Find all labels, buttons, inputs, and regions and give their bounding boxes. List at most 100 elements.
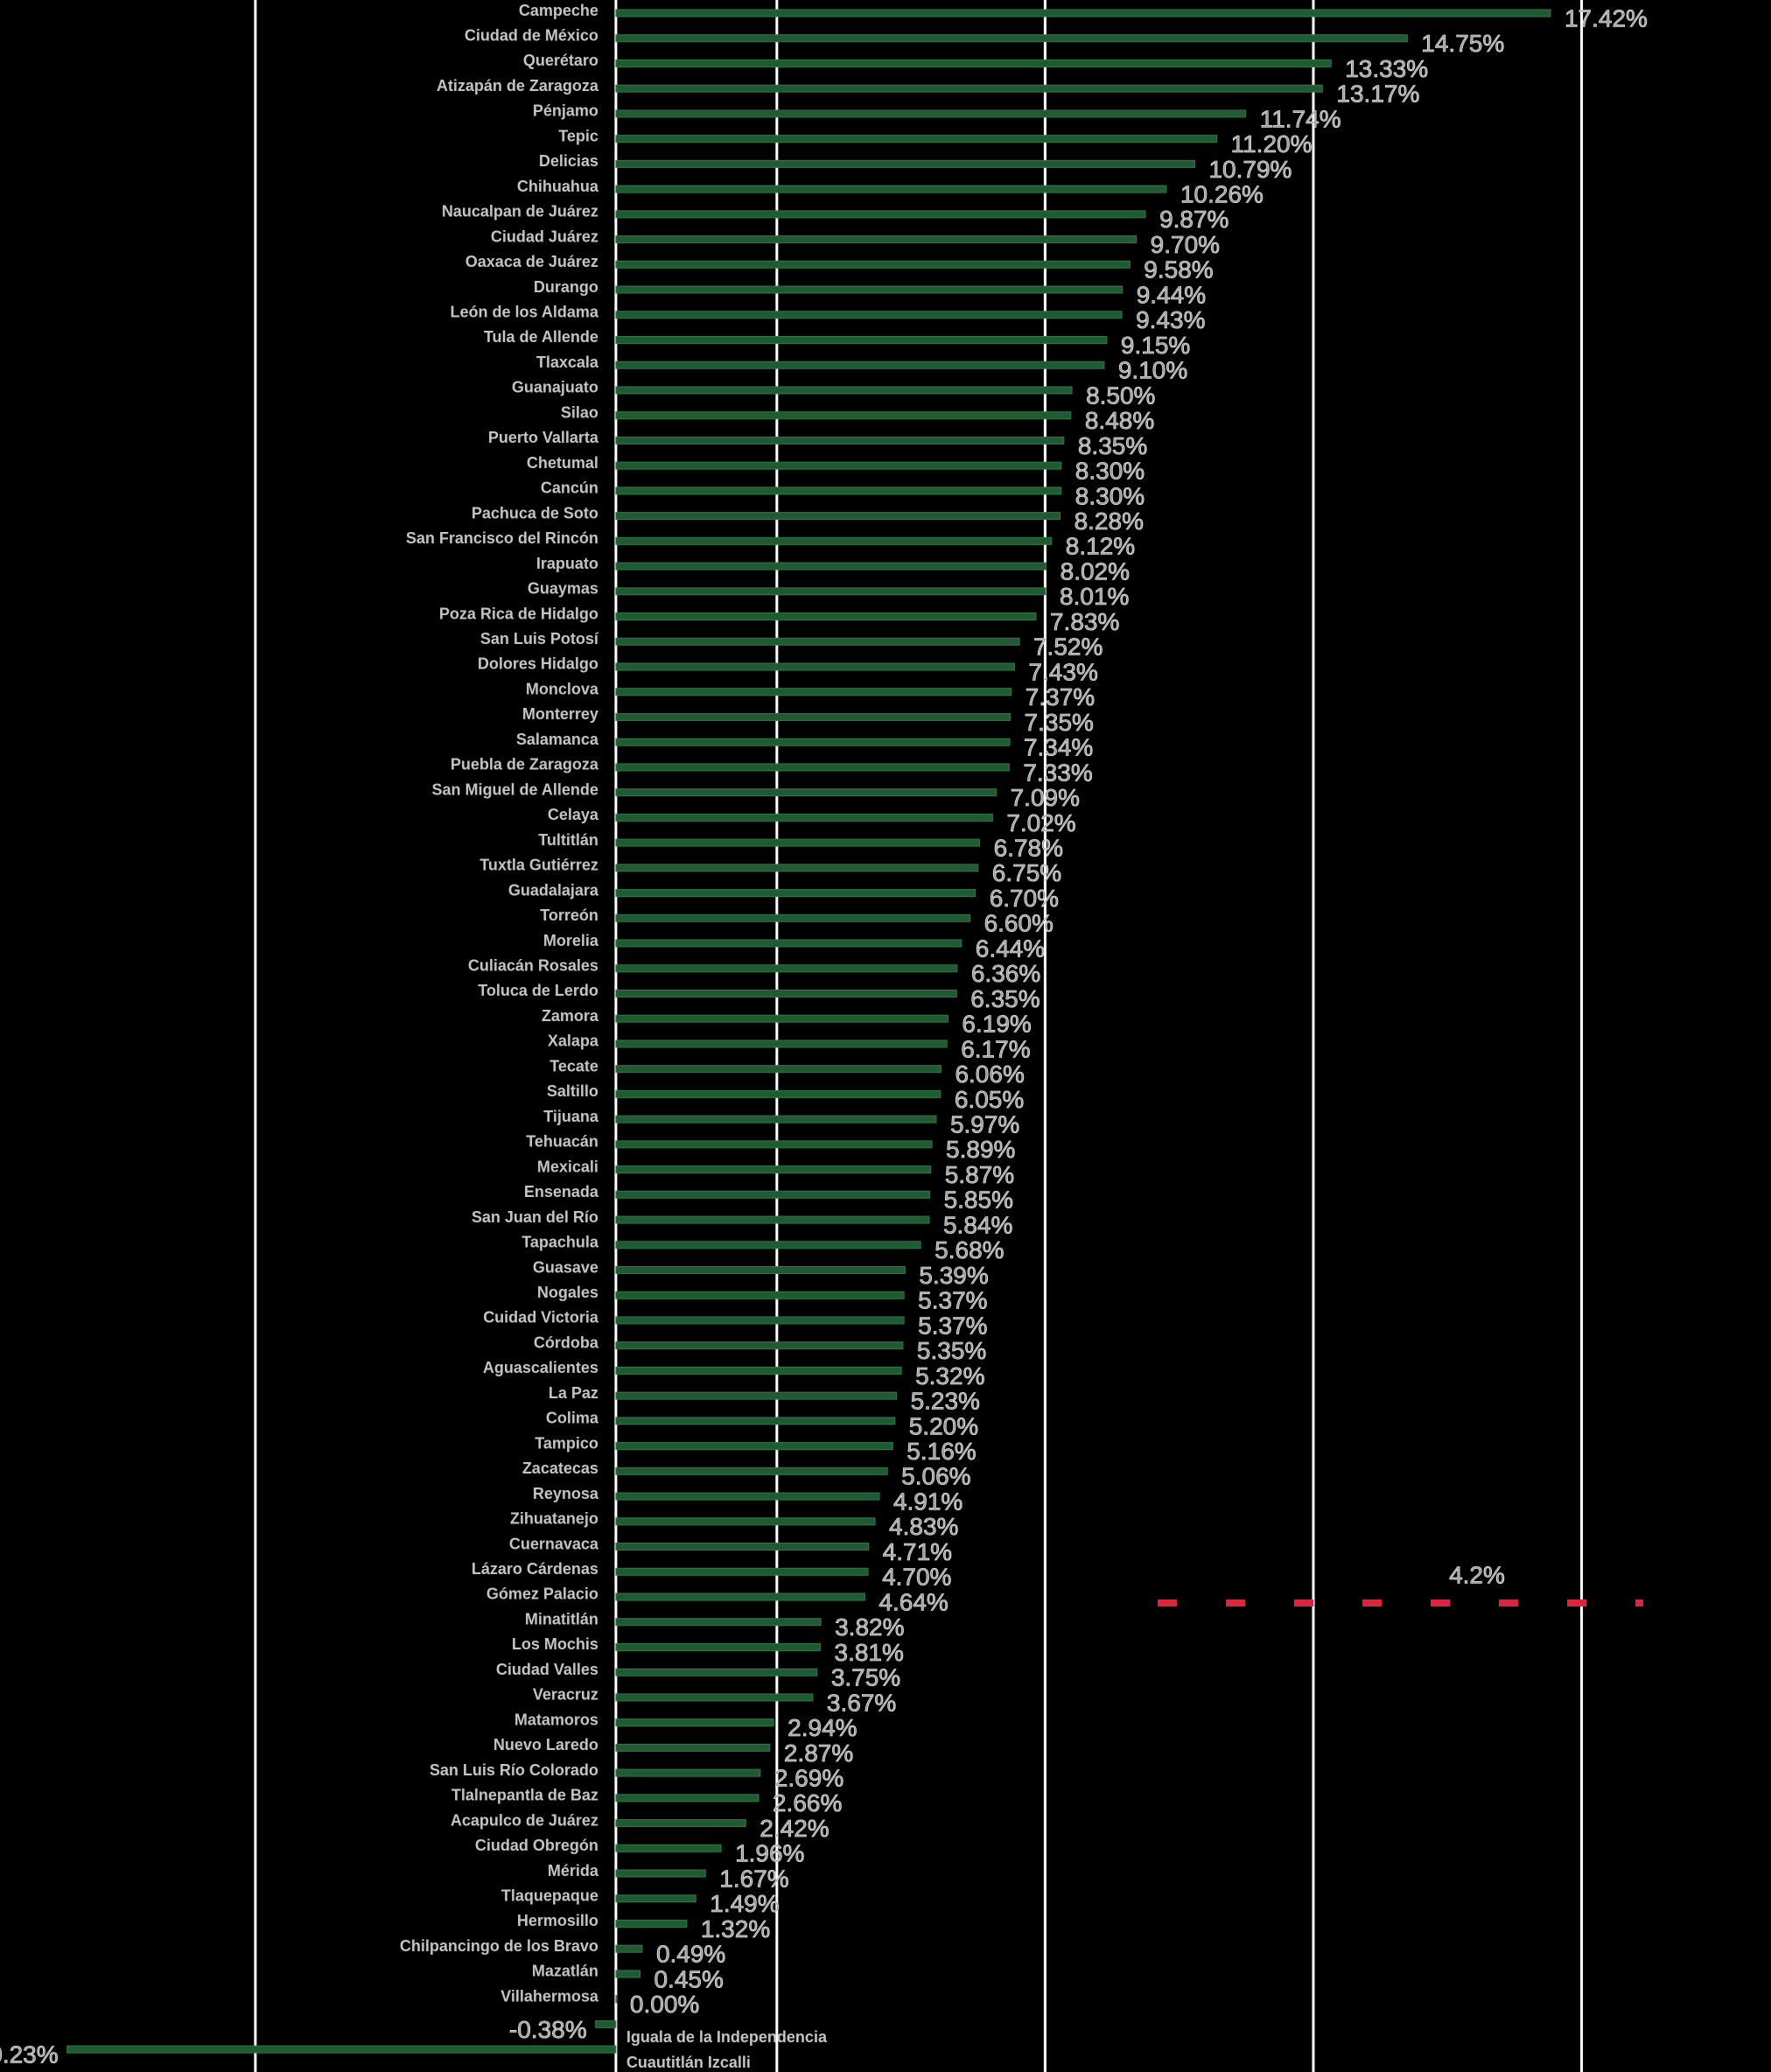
bar [615, 1517, 876, 1526]
value-label: 6.70% [990, 885, 1059, 912]
bar [615, 1166, 932, 1174]
category-label: Cancún [541, 480, 598, 497]
bar [615, 1065, 942, 1074]
bar [615, 486, 1062, 495]
category-label: Puebla de Zaragoza [451, 756, 599, 774]
bar [615, 562, 1047, 570]
category-label: Chetumal [527, 454, 598, 472]
category-label: Ciudad Valles [496, 1661, 598, 1678]
value-label: 5.84% [943, 1211, 1012, 1238]
bar [595, 2020, 617, 2028]
category-label: Mazatlán [532, 1963, 598, 1980]
value-label: 1.32% [701, 1915, 770, 1942]
category-label: Saltillo [547, 1082, 598, 1100]
value-label: -10.23% [0, 2041, 59, 2068]
category-label: Durango [534, 278, 598, 296]
bar [615, 335, 1108, 344]
category-label: Pachuca de Soto [472, 504, 598, 522]
value-label: 2.66% [773, 1789, 842, 1816]
category-label: Campeche [519, 2, 598, 19]
category-label: San Miguel de Allende [432, 780, 598, 798]
bar [615, 360, 1105, 369]
bar [615, 109, 1247, 118]
bar [615, 1819, 746, 1828]
value-label: 10.26% [1180, 181, 1264, 208]
value-label: 5.89% [946, 1136, 1015, 1163]
value-label: 5.35% [917, 1337, 986, 1364]
category-label: Ensenada [524, 1183, 599, 1200]
bar [615, 1944, 643, 1953]
bar [615, 1466, 888, 1475]
category-label: Tultitlán [538, 831, 598, 849]
value-label: 8.02% [1060, 557, 1130, 584]
category-label: Querétaro [523, 52, 598, 69]
value-label: 10.79% [1208, 156, 1292, 183]
category-label: Aguascalientes [483, 1359, 598, 1376]
category-label: Xalapa [548, 1032, 599, 1050]
reference-label: 4.2% [1449, 1561, 1505, 1588]
category-label: Veracruz [533, 1686, 598, 1704]
value-label: 8.30% [1075, 482, 1144, 509]
category-label: Atizapán de Zaragoza [437, 77, 599, 94]
category-label: Silao [561, 403, 598, 421]
category-label: Naucalpan de Juárez [442, 203, 598, 220]
value-label: 4.91% [893, 1488, 962, 1515]
value-label: 2.42% [760, 1815, 829, 1842]
bar [615, 637, 1020, 646]
bar [615, 1014, 948, 1023]
bar [615, 1970, 640, 1978]
bar [615, 59, 1332, 67]
bar [615, 738, 1011, 746]
category-label: Ciudad de México [465, 26, 598, 44]
category-label: Tula de Allende [484, 328, 598, 346]
bar [615, 1391, 898, 1400]
value-label: 0.00% [630, 1991, 699, 2018]
bar [615, 1316, 905, 1325]
bar [615, 1894, 696, 1903]
value-label: 2.87% [784, 1740, 853, 1767]
bar [615, 688, 1012, 696]
bar [615, 788, 998, 797]
value-label: 6.78% [994, 834, 1063, 861]
category-label: Gómez Palacio [486, 1586, 598, 1603]
category-label: Tapachula [522, 1234, 599, 1251]
category-label: Iguala de la Independencia [626, 2028, 828, 2046]
category-label: Guaymas [528, 580, 598, 598]
category-label: Guanajuato [512, 379, 598, 396]
category-label: La Paz [549, 1384, 598, 1402]
value-label: 13.33% [1345, 55, 1428, 82]
value-label: 5.06% [901, 1463, 970, 1490]
category-label: Nogales [537, 1284, 598, 1301]
category-label: Tlalnepantla de Baz [452, 1787, 598, 1804]
value-label: 6.05% [955, 1086, 1024, 1113]
value-label: 8.30% [1075, 458, 1144, 485]
bar [615, 1190, 931, 1199]
category-label: Ciudad Obregón [475, 1837, 598, 1854]
value-label: 2.94% [788, 1714, 857, 1741]
value-label: 7.09% [1011, 784, 1080, 811]
category-label: Zihuatanejo [510, 1510, 598, 1528]
value-label: 8.28% [1074, 508, 1144, 535]
category-label: Reynosa [533, 1485, 599, 1502]
value-label: 8.35% [1078, 432, 1147, 459]
bar [615, 1693, 814, 1702]
bar [615, 159, 1195, 168]
category-label: León de los Aldama [451, 304, 599, 321]
value-label: 4.64% [878, 1588, 948, 1615]
bar [615, 235, 1138, 244]
value-label: 8.50% [1086, 382, 1155, 409]
category-label: San Francisco del Rincón [406, 529, 598, 547]
bar [615, 1266, 906, 1274]
bar [615, 763, 1010, 772]
value-label: 7.37% [1026, 683, 1095, 710]
value-label: 7.83% [1050, 608, 1119, 635]
bar [615, 889, 976, 898]
bar [615, 210, 1146, 219]
category-label: San Luis Río Colorado [430, 1761, 598, 1779]
bar [615, 1417, 896, 1425]
bar [615, 712, 1012, 721]
bar [615, 1768, 761, 1777]
bar [615, 1592, 865, 1601]
value-label: 5.87% [945, 1161, 1014, 1188]
